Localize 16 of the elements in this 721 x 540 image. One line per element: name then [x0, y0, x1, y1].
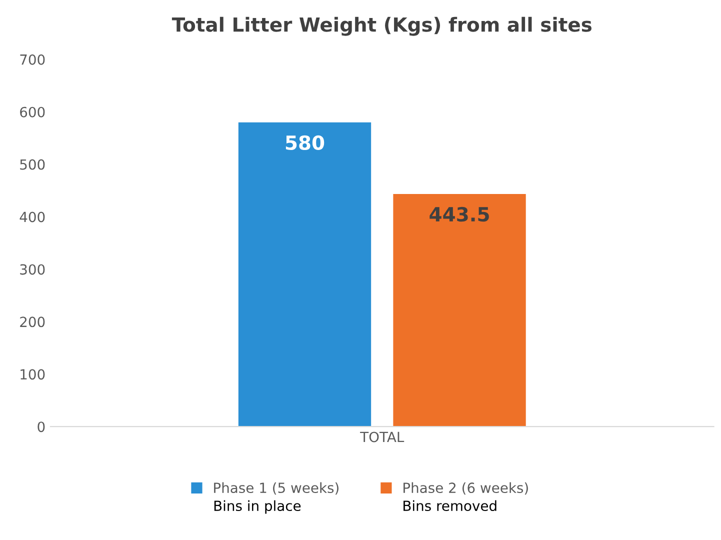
y-tick-label: 400: [20, 212, 45, 222]
chart-title: Total Litter Weight (Kgs) from all sites: [172, 16, 592, 36]
text: Bins removed: [404, 500, 496, 512]
data-label: 580: [286, 135, 324, 150]
y-tick-label: 100: [20, 369, 45, 380]
data-label: 443.5: [430, 206, 489, 222]
legend-label: Phase 2 (6 weeks): [404, 482, 528, 495]
y-tick-label: 300: [20, 264, 45, 275]
y-tick-label: 0: [38, 422, 45, 432]
text: Bins in place: [214, 500, 301, 514]
legend-label: Phase 1 (5 weeks): [214, 482, 338, 495]
y-tick-label: 500: [20, 159, 45, 170]
x-tick-label: TOTAL: [360, 432, 404, 442]
y-tick-label: 200: [20, 316, 45, 328]
y-tick-label: 600: [20, 106, 45, 118]
y-tick-label: 700: [20, 54, 45, 65]
